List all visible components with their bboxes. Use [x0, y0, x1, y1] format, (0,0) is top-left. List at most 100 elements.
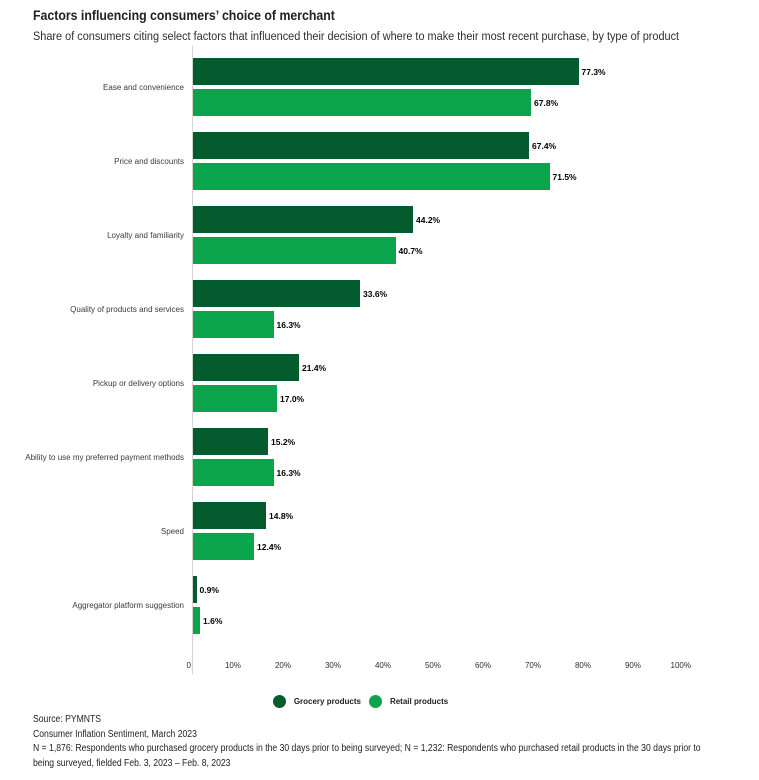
x-axis-tick-label: 60%	[474, 661, 491, 670]
category-label: Aggregator platform suggestion	[72, 600, 184, 610]
bar-value-label: 14.8%	[269, 510, 294, 521]
bar-value-label: 71.5%	[552, 171, 577, 182]
bar-value-label: 67.4%	[532, 140, 557, 151]
retail-bar	[192, 533, 254, 560]
bar-value-label: 1.6%	[203, 615, 223, 626]
bar-row: 15.2%	[192, 428, 759, 455]
bar-pair: 15.2% 16.3%	[192, 428, 759, 486]
source-line: Source: PYMNTS	[33, 714, 102, 725]
bar-value-label: 44.2%	[416, 214, 441, 225]
bar-row: 77.3%	[192, 58, 759, 85]
bar-group: Price and discounts 67.4% 71.5%	[0, 132, 759, 190]
bar-value-label: 0.9%	[199, 584, 219, 595]
bar-value-label: 12.4%	[257, 541, 282, 552]
x-axis-tick-label: 40%	[374, 661, 391, 670]
retail-bar	[192, 163, 550, 190]
bar-pair: 0.9% 1.6%	[192, 576, 759, 634]
bar-row: 40.7%	[192, 237, 759, 264]
x-axis-tick-label: 70%	[524, 661, 541, 670]
bar-row: 33.6%	[192, 280, 759, 307]
bar-row: 1.6%	[192, 607, 759, 634]
x-axis-tick-label: 90%	[624, 661, 641, 670]
legend-label: Retail products	[389, 697, 449, 706]
grocery-bar	[192, 576, 197, 603]
bar-row: 12.4%	[192, 533, 759, 560]
category-label: Pickup or delivery options	[92, 378, 184, 388]
x-axis-tick-label: 100%	[670, 661, 691, 670]
bar-group: Speed 14.8% 12.4%	[0, 502, 759, 560]
bar-group: Ease and convenience 77.3% 67.8%	[0, 58, 759, 116]
report-line: Consumer Inflation Sentiment, March 2023	[33, 728, 197, 740]
bar-value-label: 16.3%	[276, 467, 301, 478]
plot-area: Ease and convenience 77.3% 67.8% Price and …	[0, 46, 759, 674]
x-axis-tick-label: 80%	[574, 661, 591, 670]
category-label: Ease and convenience	[103, 82, 184, 92]
retail-bar	[192, 385, 277, 412]
x-axis-tick-label: 10%	[224, 661, 241, 670]
retail-bar	[192, 459, 274, 486]
bar-row: 17.0%	[192, 385, 759, 412]
bar-row: 21.4%	[192, 354, 759, 381]
grocery-bar	[192, 280, 360, 307]
x-axis-tick-label: 0	[186, 661, 191, 670]
legend: Grocery products Retail products	[0, 695, 740, 708]
x-axis-tick-label: 50%	[424, 661, 441, 670]
bar-group: Pickup or delivery options 21.4% 17.0%	[0, 354, 759, 412]
bar-value-label: 21.4%	[302, 362, 327, 373]
chart-header: Factors influencing consumers’ choice of…	[0, 0, 759, 45]
note-line-1: N = 1,876: Respondents who purchased gro…	[33, 743, 701, 755]
bar-pair: 77.3% 67.8%	[192, 58, 759, 116]
legend-dot-icon	[368, 695, 382, 708]
bar-row: 16.3%	[192, 311, 759, 338]
bar-row: 14.8%	[192, 502, 759, 529]
bar-row: 44.2%	[192, 206, 759, 233]
bar-value-label: 17.0%	[280, 393, 305, 404]
bar-pair: 33.6% 16.3%	[192, 280, 759, 338]
bar-value-label: 15.2%	[271, 436, 296, 447]
grocery-bar	[192, 58, 579, 85]
bar-value-label: 67.8%	[534, 97, 559, 108]
chart-title: Factors influencing consumers’ choice of…	[33, 7, 335, 23]
category-label: Ability to use my preferred payment meth…	[25, 452, 184, 462]
bar-value-label: 77.3%	[581, 66, 606, 77]
bar-row: 67.8%	[192, 89, 759, 116]
bar-value-label: 33.6%	[363, 288, 388, 299]
bar-row: 67.4%	[192, 132, 759, 159]
grocery-bar	[192, 206, 413, 233]
grocery-bar	[192, 502, 266, 529]
retail-bar	[192, 237, 396, 264]
bar-pair: 14.8% 12.4%	[192, 502, 759, 560]
grocery-bar	[192, 428, 268, 455]
chart-subtitle: Share of consumers citing select factors…	[33, 29, 680, 43]
retail-bar	[192, 89, 531, 116]
chart-footer: Source: PYMNTS Consumer Inflation Sentim…	[0, 708, 759, 771]
bar-group: Ability to use my preferred payment meth…	[0, 428, 759, 486]
x-axis: 0 10% 20% 30% 40% 50% 60% 70% 80% 90% 100%	[0, 650, 759, 674]
bar-group: Aggregator platform suggestion 0.9% 1.6%	[0, 576, 759, 634]
retail-bar	[192, 311, 274, 338]
bar-chart: Ease and convenience 77.3% 67.8% Price and …	[0, 46, 759, 708]
bar-groups: Ease and convenience 77.3% 67.8% Price and …	[0, 46, 759, 634]
x-axis-tick-label: 30%	[324, 661, 341, 670]
note-line-2: being surveyed, fielded Feb. 3, 2023 – F…	[33, 757, 231, 769]
y-axis-line	[192, 46, 193, 674]
bar-pair: 44.2% 40.7%	[192, 206, 759, 264]
bar-value-label: 40.7%	[398, 245, 423, 256]
legend-dot-icon	[272, 695, 286, 708]
bar-row: 0.9%	[192, 576, 759, 603]
category-label: Loyalty and familiarity	[107, 230, 184, 240]
grocery-bar	[192, 132, 529, 159]
legend-label: Grocery products	[293, 697, 361, 706]
retail-bar	[192, 607, 200, 634]
legend-item-retail: Retail products	[368, 695, 449, 708]
category-label: Speed	[160, 526, 184, 536]
legend-item-grocery: Grocery products	[272, 695, 361, 708]
bar-group: Loyalty and familiarity 44.2% 40.7%	[0, 206, 759, 264]
bar-row: 16.3%	[192, 459, 759, 486]
bar-value-label: 16.3%	[276, 319, 301, 330]
category-label: Quality of products and services	[70, 304, 184, 314]
bar-group: Quality of products and services 33.6% 16.…	[0, 280, 759, 338]
x-axis-tick-label: 20%	[274, 661, 291, 670]
bar-row: 71.5%	[192, 163, 759, 190]
